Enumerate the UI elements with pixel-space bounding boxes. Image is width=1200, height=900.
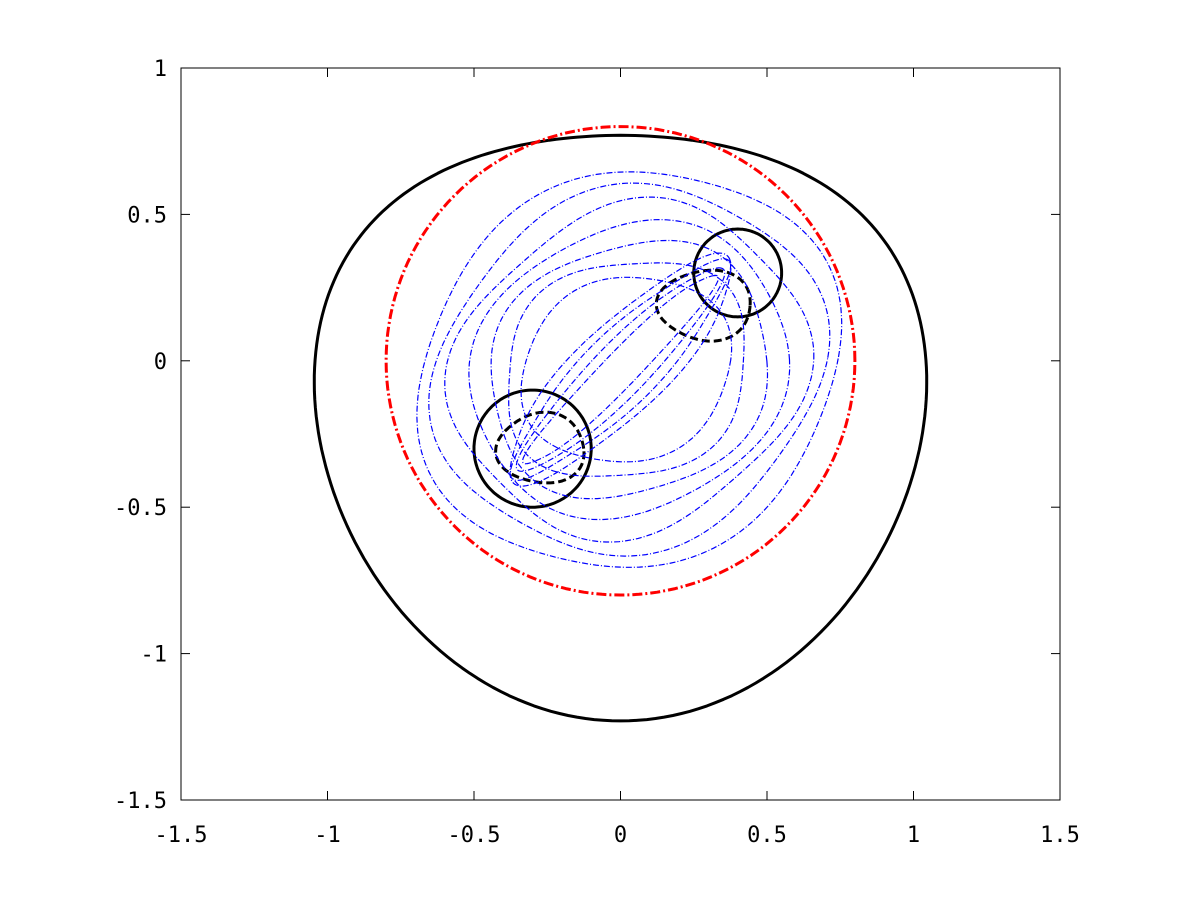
y-tick-label: 0.5 [127, 203, 167, 228]
axis-ticks [180, 67, 1061, 801]
level-set-curve [444, 196, 815, 543]
level-set-curve [416, 171, 843, 568]
level-set-curve [522, 274, 719, 465]
y-tick-label: -1.5 [114, 789, 167, 814]
x-tick-label: -1 [314, 823, 341, 848]
inclusion-boundary-curve [494, 410, 586, 485]
y-tick-label: 1 [154, 57, 167, 82]
x-tick-label: -0.5 [448, 823, 501, 848]
red-circle-curve [384, 125, 857, 597]
x-tick-label: 0.5 [747, 823, 787, 848]
y-tick-label: -0.5 [114, 496, 167, 521]
y-tick-label: 0 [154, 350, 167, 375]
level-set-curve [490, 239, 769, 500]
series-layer [312, 125, 929, 723]
inclusion-circle-curve [472, 388, 593, 509]
level-set-curve [509, 252, 732, 487]
axis-tick-labels: -1.5 -1 -0.5 0 0.5 1 1.5 -1.5 -1 -0.5 0 0.5 1 [114, 57, 1080, 848]
y-tick-label: -1 [141, 643, 168, 668]
x-tick-label: 0 [614, 823, 627, 848]
x-tick-label: 1.5 [1040, 823, 1080, 848]
x-tick-label: -1.5 [155, 823, 208, 848]
plot-frame [180, 67, 1061, 801]
level-set-curve [509, 258, 732, 481]
level-set-curve [508, 262, 745, 477]
level-set-curve [468, 219, 791, 521]
level-set-curve [520, 276, 733, 463]
inclusion-boundary-curve [654, 268, 752, 343]
x-tick-label: 1 [907, 823, 920, 848]
level-set-curve [515, 267, 726, 472]
level-set-curve [428, 182, 831, 557]
outer-boundary-curve [312, 133, 929, 723]
